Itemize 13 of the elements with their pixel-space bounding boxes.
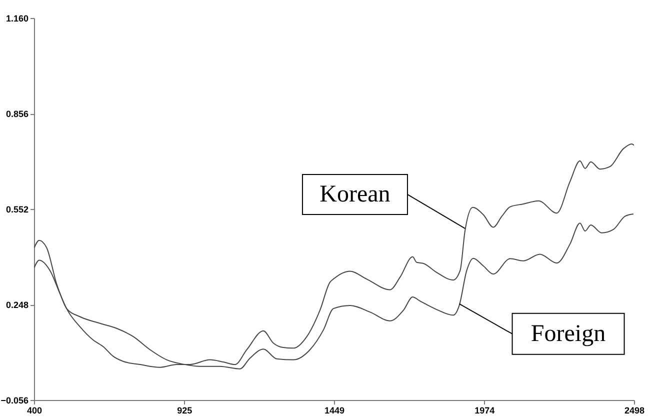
- x-tick-label: 400: [26, 406, 42, 416]
- y-tick-label: 1.160: [6, 14, 28, 24]
- line-series: [34, 143, 634, 368]
- annotation: Korean: [320, 181, 390, 208]
- y-tick-label: 0.552: [6, 204, 28, 214]
- annotation: Foreign: [530, 320, 606, 347]
- x-tick-label: 2498: [624, 406, 645, 416]
- x-tick-label: 1974: [474, 406, 495, 416]
- y-tick-label: −0.056: [0, 396, 28, 406]
- x-tick-label: 925: [177, 406, 192, 416]
- y-tick-label: 0.248: [6, 300, 28, 310]
- x-tick-label: 1449: [324, 406, 345, 416]
- y-tick-label: 0.856: [6, 109, 28, 119]
